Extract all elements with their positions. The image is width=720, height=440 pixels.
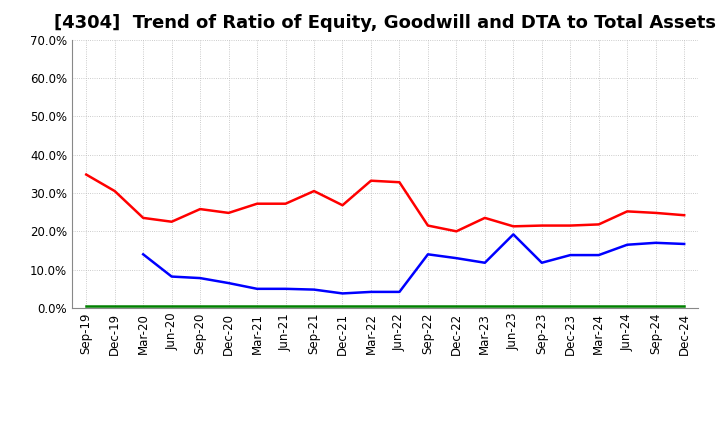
Goodwill <box>423 252 432 257</box>
Equity <box>253 201 261 206</box>
Deferred Tax Assets <box>623 304 631 309</box>
Goodwill <box>537 260 546 265</box>
Goodwill <box>566 253 575 258</box>
Goodwill <box>395 289 404 294</box>
Deferred Tax Assets <box>310 304 318 309</box>
Deferred Tax Assets <box>395 304 404 309</box>
Equity <box>423 223 432 228</box>
Deferred Tax Assets <box>509 304 518 309</box>
Goodwill <box>253 286 261 291</box>
Deferred Tax Assets <box>253 304 261 309</box>
Goodwill <box>225 280 233 286</box>
Goodwill <box>480 260 489 265</box>
Title: [4304]  Trend of Ratio of Equity, Goodwill and DTA to Total Assets: [4304] Trend of Ratio of Equity, Goodwil… <box>54 15 716 33</box>
Equity <box>139 215 148 220</box>
Deferred Tax Assets <box>680 304 688 309</box>
Deferred Tax Assets <box>537 304 546 309</box>
Deferred Tax Assets <box>225 304 233 309</box>
Equity <box>282 201 290 206</box>
Goodwill <box>623 242 631 247</box>
Equity <box>82 172 91 177</box>
Goodwill <box>139 252 148 257</box>
Goodwill <box>366 289 375 294</box>
Deferred Tax Assets <box>566 304 575 309</box>
Equity <box>452 229 461 234</box>
Deferred Tax Assets <box>282 304 290 309</box>
Equity <box>167 219 176 224</box>
Equity <box>225 210 233 216</box>
Goodwill <box>196 275 204 281</box>
Deferred Tax Assets <box>196 304 204 309</box>
Deferred Tax Assets <box>167 304 176 309</box>
Equity <box>310 188 318 194</box>
Deferred Tax Assets <box>110 304 119 309</box>
Deferred Tax Assets <box>480 304 489 309</box>
Goodwill <box>452 256 461 261</box>
Equity <box>196 206 204 212</box>
Goodwill <box>310 287 318 292</box>
Goodwill <box>652 240 660 246</box>
Deferred Tax Assets <box>423 304 432 309</box>
Deferred Tax Assets <box>338 304 347 309</box>
Equity <box>110 188 119 194</box>
Equity <box>395 180 404 185</box>
Goodwill <box>338 291 347 296</box>
Equity <box>366 178 375 183</box>
Goodwill <box>680 241 688 246</box>
Line: Goodwill: Goodwill <box>143 235 684 293</box>
Equity <box>537 223 546 228</box>
Deferred Tax Assets <box>595 304 603 309</box>
Deferred Tax Assets <box>452 304 461 309</box>
Deferred Tax Assets <box>366 304 375 309</box>
Equity <box>338 202 347 208</box>
Goodwill <box>595 253 603 258</box>
Equity <box>595 222 603 227</box>
Deferred Tax Assets <box>139 304 148 309</box>
Equity <box>480 215 489 220</box>
Equity <box>652 210 660 216</box>
Deferred Tax Assets <box>652 304 660 309</box>
Equity <box>680 213 688 218</box>
Goodwill <box>282 286 290 291</box>
Equity <box>566 223 575 228</box>
Goodwill <box>509 232 518 237</box>
Equity <box>509 224 518 229</box>
Line: Equity: Equity <box>86 175 684 231</box>
Deferred Tax Assets <box>82 304 91 309</box>
Goodwill <box>167 274 176 279</box>
Equity <box>623 209 631 214</box>
